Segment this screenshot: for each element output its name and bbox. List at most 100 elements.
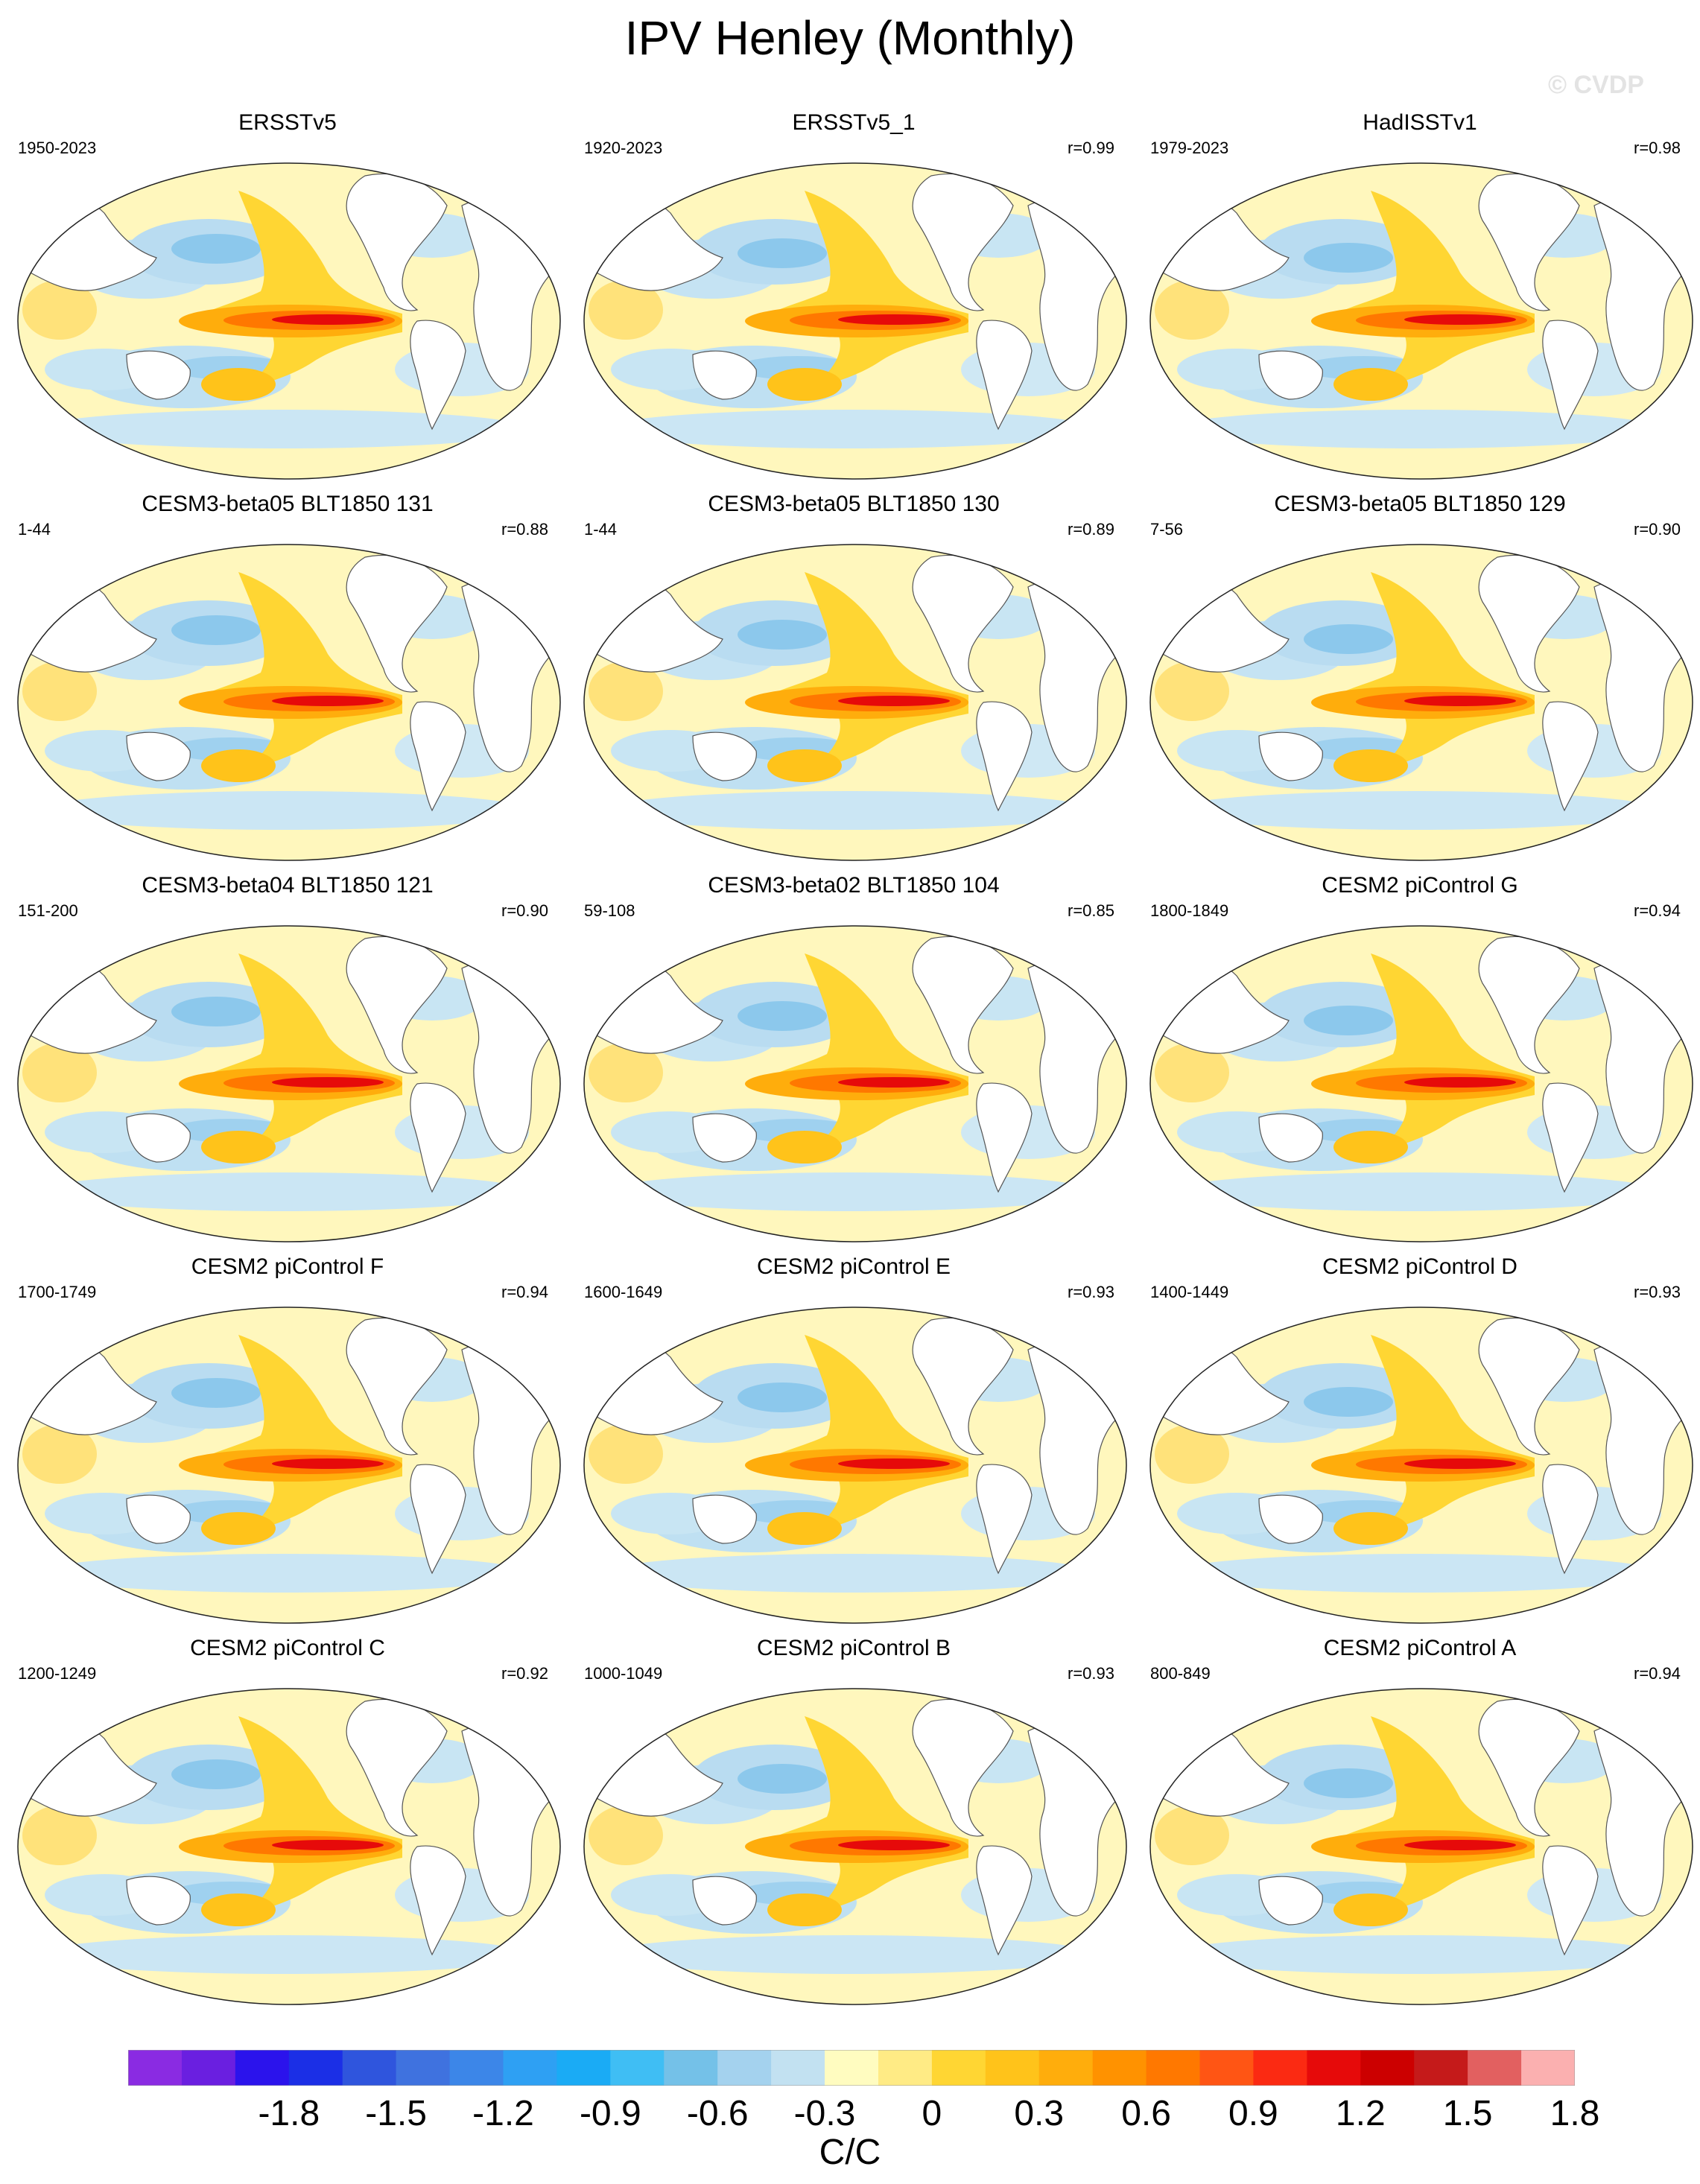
greenland-land	[1623, 1689, 1677, 1718]
positive-horseshoe	[186, 953, 402, 1155]
panel-period: 1600-1649	[584, 1283, 663, 1301]
south-america-land	[410, 320, 466, 431]
map-border	[1149, 925, 1693, 1242]
north-america-land	[912, 554, 1014, 693]
north-pacific-negative-core	[738, 1001, 827, 1031]
map-panel: CESM3-beta04 BLT1850 121 151-200 r=0.90	[6, 873, 569, 1245]
north-america-land	[346, 936, 448, 1074]
sst-regression-map	[17, 162, 561, 480]
colorbar-swatch	[985, 2050, 1040, 2086]
map-border	[583, 544, 1127, 861]
positive-horseshoe	[1319, 1716, 1535, 1917]
positive-horseshoe	[186, 191, 402, 392]
australia-land	[1258, 1113, 1323, 1163]
panel-correlation: r=0.94	[1634, 901, 1681, 920]
north-pacific-negative-core	[1304, 1006, 1393, 1035]
positive-horseshoe	[1319, 1335, 1535, 1536]
southern-ocean-light-blue	[1170, 1935, 1661, 1974]
south-pacific-warm-patch	[1333, 1893, 1408, 1926]
indian-ocean-warm	[22, 1806, 97, 1865]
south-america-land	[1542, 1845, 1599, 1956]
north-america-land	[1478, 1698, 1580, 1837]
south-america-land	[976, 701, 1033, 812]
map-panel: CESM3-beta05 BLT1850 129 7-56 r=0.90	[1138, 492, 1700, 864]
colorbar-tick-label: 1.5	[1442, 2094, 1493, 2133]
colorbar-swatch	[1468, 2050, 1522, 2086]
panel-title: CESM2 piControl E	[756, 1254, 951, 1279]
positive-horseshoe	[752, 1716, 968, 1917]
indian-ocean-warm	[22, 1043, 97, 1102]
panel-correlation: r=0.92	[501, 1664, 548, 1683]
australia-land	[692, 1876, 757, 1926]
indian-ocean-warm	[1155, 280, 1229, 340]
indian-ocean-warm	[1155, 1806, 1229, 1865]
positive-horseshoe	[752, 191, 968, 392]
north-america-land	[346, 173, 448, 311]
map-panel: CESM2 piControl E 1600-1649 r=0.93	[572, 1254, 1135, 1627]
panel-correlation: r=0.90	[501, 901, 548, 920]
north-america-land	[1478, 1317, 1580, 1456]
north-pacific-negative-core	[171, 615, 261, 645]
south-america-land	[1542, 1464, 1599, 1575]
equatorial-tongue-core	[1404, 314, 1516, 325]
colorbar-swatch	[771, 2050, 825, 2086]
colorbar-swatch	[1414, 2050, 1468, 2086]
australia-land	[126, 350, 191, 400]
south-america-land	[1542, 1082, 1599, 1193]
greenland-land	[1057, 926, 1111, 956]
sst-regression-map	[1149, 1307, 1693, 1624]
southern-ocean-light-blue	[37, 1554, 529, 1593]
south-america-land	[976, 1845, 1033, 1956]
australia-land	[1258, 1876, 1323, 1926]
map-border	[17, 162, 561, 480]
panel-title: CESM3-beta05 BLT1850 131	[142, 492, 434, 516]
panel-correlation: r=0.85	[1068, 901, 1114, 920]
north-pacific-negative-core	[1304, 624, 1393, 654]
sst-regression-map	[17, 1688, 561, 2005]
greenland-land	[1057, 1689, 1111, 1718]
sst-regression-map	[1149, 1688, 1693, 2005]
colorbar-tick-label: 0.9	[1228, 2094, 1278, 2133]
panel-correlation: r=0.89	[1068, 520, 1114, 539]
australia-land	[126, 731, 191, 781]
panel-period: 1950-2023	[18, 139, 97, 157]
panel-period: 151-200	[18, 901, 78, 920]
colorbar-tick-label: -1.8	[258, 2094, 320, 2133]
panel-period: 1000-1049	[584, 1664, 663, 1683]
southern-ocean-light-blue	[603, 1935, 1095, 1974]
colorbar-swatch	[181, 2050, 236, 2086]
south-pacific-warm-patch	[767, 1893, 842, 1926]
southern-ocean-light-blue	[603, 1172, 1095, 1211]
equatorial-tongue-core	[838, 696, 950, 706]
map-border	[583, 1307, 1127, 1624]
colorbar-swatch	[878, 2050, 933, 2086]
map-panel: CESM2 piControl G 1800-1849 r=0.94	[1138, 873, 1700, 1245]
colorbar-tick-label: 1.2	[1335, 2094, 1386, 2133]
equatorial-tongue-core	[272, 696, 384, 706]
equatorial-tongue-core	[272, 1077, 384, 1088]
sst-regression-map	[1149, 162, 1693, 480]
colorbar-swatch	[288, 2050, 343, 2086]
map-border	[17, 925, 561, 1242]
indian-ocean-warm	[1155, 661, 1229, 721]
panel-period: 1979-2023	[1150, 139, 1229, 157]
south-america-land	[976, 1464, 1033, 1575]
north-pacific-negative-core	[738, 1764, 827, 1794]
north-america-land	[1478, 936, 1580, 1074]
colorbar-tick-label: 0.3	[1014, 2094, 1065, 2133]
map-border	[1149, 1307, 1693, 1624]
panel-correlation: r=0.93	[1634, 1283, 1681, 1301]
panel-correlation: r=0.90	[1634, 520, 1681, 539]
sst-regression-map	[583, 1307, 1127, 1624]
indian-ocean-warm	[1155, 1043, 1229, 1102]
indian-ocean-warm	[589, 1043, 663, 1102]
south-pacific-warm-patch	[201, 1512, 276, 1545]
positive-horseshoe	[752, 572, 968, 773]
southern-ocean-light-blue	[1170, 1554, 1661, 1593]
north-pacific-negative-core	[738, 620, 827, 650]
colorbar-swatch	[1307, 2050, 1361, 2086]
greenland-land	[491, 1307, 545, 1337]
sst-regression-map	[583, 1688, 1127, 2005]
north-america-land	[346, 1317, 448, 1456]
colorbar-swatch	[503, 2050, 557, 2086]
